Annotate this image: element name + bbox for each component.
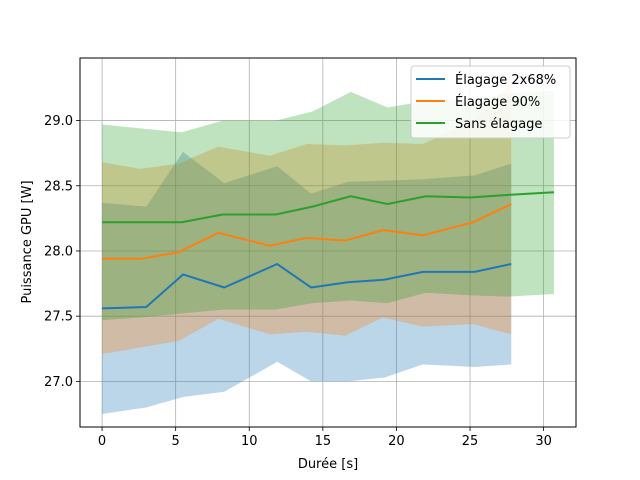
- legend-box: [410, 65, 571, 139]
- x-tick-label: 30: [535, 434, 552, 449]
- series-line: [102, 191, 554, 224]
- y-tick-label: 28.0: [44, 244, 73, 259]
- y-tick-label: 28.5: [44, 179, 73, 194]
- y-tick-label: 27.0: [44, 375, 73, 390]
- legend: Élagage 2x68% Élagage 90% Sans élagage: [410, 65, 571, 139]
- legend-label: Élagage 2x68%: [455, 72, 556, 88]
- x-axis-ticks: 0 5 10 15 20 25 30: [98, 427, 552, 449]
- y-tick-label: 27.5: [44, 310, 73, 325]
- x-tick-label: 20: [388, 434, 405, 449]
- legend-label: Élagage 90%: [455, 94, 540, 110]
- x-tick-label: 5: [172, 434, 180, 449]
- y-axis-ticks: 27.0 27.5 28.0 28.5 29.0: [44, 114, 80, 390]
- legend-label: Sans élagage: [455, 117, 542, 132]
- confidence-band: [102, 90, 554, 321]
- y-axis-label: Puissance GPU [W]: [20, 180, 35, 303]
- plot-frame: [79, 57, 577, 428]
- series-line: [102, 263, 512, 310]
- x-tick-label: 0: [98, 434, 106, 449]
- series-line: [102, 203, 512, 260]
- confidence-band: [102, 82, 512, 354]
- x-tick-label: 15: [315, 434, 332, 449]
- x-tick-label: 10: [241, 434, 258, 449]
- grid: [80, 58, 576, 427]
- y-tick-label: 29.0: [44, 114, 73, 129]
- x-tick-label: 25: [462, 434, 479, 449]
- series-lines: [102, 191, 554, 310]
- x-axis-label: Durée [s]: [298, 457, 358, 472]
